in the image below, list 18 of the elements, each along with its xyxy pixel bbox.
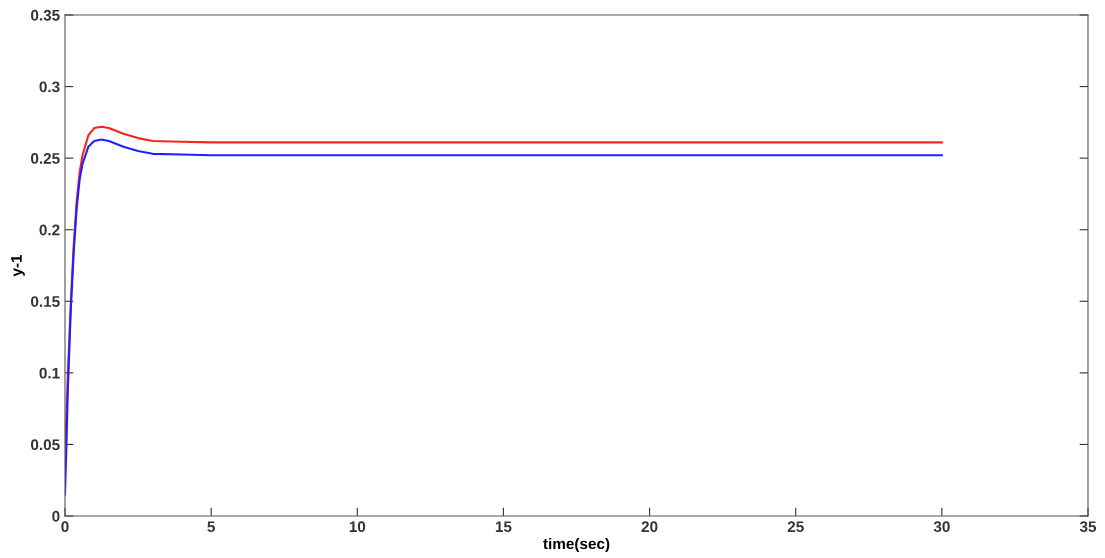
x-tick-label: 10 [349, 521, 366, 533]
y-tick-label: 0.05 [31, 439, 60, 451]
y-tick-label: 0.2 [39, 224, 60, 236]
x-tick-label: 30 [933, 521, 950, 533]
y-tick-label: 0.35 [31, 9, 60, 21]
x-tick-label: 25 [787, 521, 804, 533]
y-tick-label: 0 [52, 510, 60, 522]
x-tick-label: 20 [641, 521, 658, 533]
x-tick-label: 35 [1079, 521, 1097, 533]
y-axis-title: y-1 [11, 254, 25, 277]
x-tick-label: 5 [207, 521, 215, 533]
x-tick-label: 0 [61, 521, 69, 533]
x-tick-label: 15 [495, 521, 512, 533]
y-tick-label: 0.15 [31, 296, 60, 307]
x-axis-title: time(sec) [543, 537, 610, 553]
y-tick-label: 0.25 [31, 153, 60, 164]
y-tick-label: 0.3 [39, 81, 60, 93]
y-tick-label: 0.1 [39, 367, 60, 379]
